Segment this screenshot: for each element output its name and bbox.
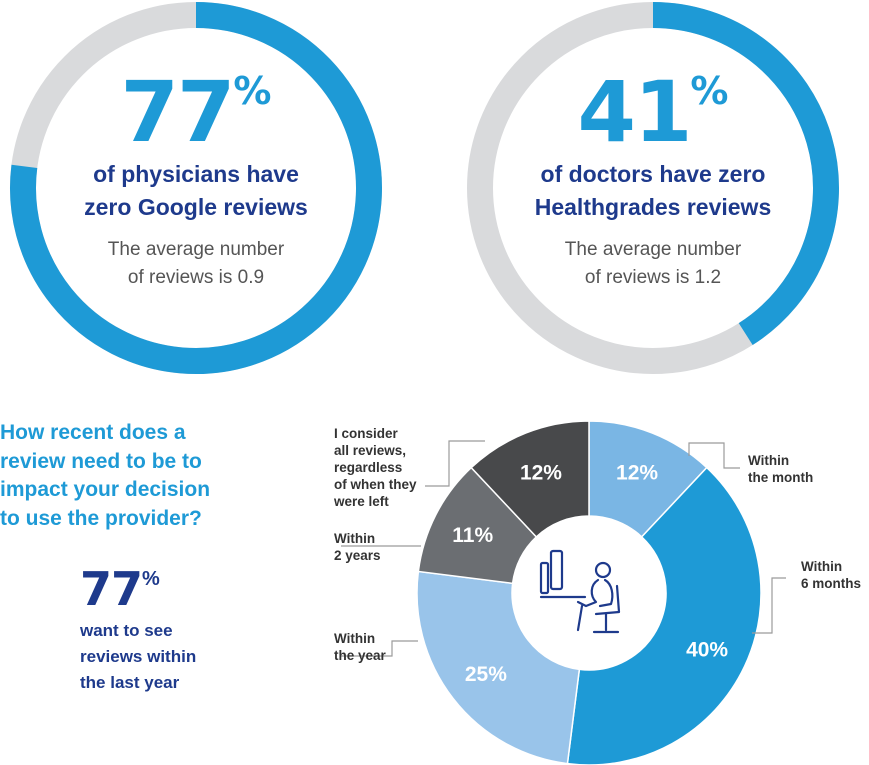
donut-value-label-within-6-months: 40%: [686, 639, 728, 662]
question-line2: review need to be to: [0, 449, 202, 473]
last-year-stat: 77% want to see reviews within the last …: [80, 566, 280, 696]
last-year-line3: the last year: [80, 673, 180, 692]
callout-line: Within: [748, 453, 790, 468]
callout-line: Within: [334, 531, 376, 546]
healthgrades-sub-line1: The average number: [564, 239, 742, 260]
healthgrades-ring-arc: [652, 2, 839, 346]
survey-question: How recent does a review need to be to i…: [0, 419, 250, 533]
callout-within-the-month: Within the month: [748, 452, 813, 486]
callout-line: were left: [334, 494, 389, 509]
healthgrades-stat-subtext: The average number of reviews is 1.2: [467, 236, 839, 292]
callout-within-the-year: Within the year: [334, 630, 386, 664]
callout-line: all reviews,: [334, 443, 407, 458]
healthgrades-sub-line2: of reviews is 1.2: [584, 267, 722, 288]
callout-within-6-months: Within 6 months: [801, 558, 861, 592]
person-at-desk-icon: [539, 549, 621, 634]
google-stat-number: 77: [120, 63, 236, 161]
leader-line-within-6-months: [752, 577, 786, 634]
donut-value-label-within-2-years: 11%: [452, 524, 493, 547]
callout-line: Within: [801, 559, 843, 574]
callout-line: of when they: [334, 477, 417, 492]
callout-line: the month: [748, 470, 814, 485]
healthgrades-stat-headline: of doctors have zero Healthgrades review…: [467, 158, 839, 224]
healthgrades-stat-figure: 41%: [467, 70, 839, 154]
callout-within-2-years: Within 2 years: [334, 530, 381, 564]
google-stat-percent-sign: %: [233, 69, 272, 113]
leader-line-within-the-year: [341, 640, 418, 657]
google-reviews-ring: 77% of physicians have zero Google revie…: [10, 2, 382, 374]
last-year-stat-percent-sign: %: [142, 568, 160, 590]
leader-line-within-the-month: [688, 442, 740, 469]
google-ring-arc: [10, 2, 382, 374]
donut-slice-within-the-year: [416, 570, 581, 765]
healthgrades-stat-number: 41: [577, 63, 693, 161]
donut-slice-all-reviews: [470, 420, 590, 538]
google-sub-line2: of reviews is 0.9: [127, 267, 265, 288]
leader-line-all-reviews: [425, 440, 485, 487]
google-stat-headline: of physicians have zero Google reviews: [10, 158, 382, 224]
callout-line: 2 years: [334, 548, 381, 563]
google-stat-subtext: The average number of reviews is 0.9: [10, 236, 382, 292]
callout-line: Within: [334, 631, 376, 646]
healthgrades-reviews-ring-chart: [467, 2, 839, 374]
google-headline-line2: zero Google reviews: [84, 194, 308, 220]
healthgrades-reviews-ring: 41% of doctors have zero Healthgrades re…: [467, 2, 839, 374]
callout-line: 6 months: [801, 576, 862, 591]
callout-line: the year: [334, 648, 386, 663]
google-sub-line1: The average number: [107, 239, 285, 260]
last-year-line1: want to see: [80, 621, 173, 640]
donut-slice-within-6-months: [566, 466, 762, 765]
callout-line: regardless: [334, 460, 403, 475]
callout-line: I consider: [334, 426, 398, 441]
healthgrades-stat-percent-sign: %: [690, 69, 729, 113]
last-year-stat-text: want to see reviews within the last year: [80, 618, 230, 696]
question-line1: How recent does a: [0, 421, 186, 444]
last-year-line2: reviews within: [80, 647, 197, 666]
donut-value-label-within-the-year: 25%: [465, 663, 507, 686]
donut-value-label-within-the-month: 12%: [616, 462, 658, 485]
callout-all-reviews: I consider all reviews, regardless of wh…: [334, 425, 434, 510]
google-stat-figure: 77%: [10, 70, 382, 154]
last-year-stat-number: 77: [80, 562, 143, 616]
healthgrades-headline-line2: Healthgrades reviews: [534, 194, 772, 220]
question-line4: to use the provider?: [0, 506, 202, 530]
healthgrades-headline-line1: of doctors have zero: [540, 161, 766, 187]
question-line3: impact your decision: [0, 478, 211, 501]
google-headline-line1: of physicians have: [93, 161, 299, 187]
google-reviews-ring-chart: [10, 2, 382, 374]
donut-center: [514, 518, 664, 668]
donut-value-label-all-reviews: 12%: [520, 462, 562, 485]
